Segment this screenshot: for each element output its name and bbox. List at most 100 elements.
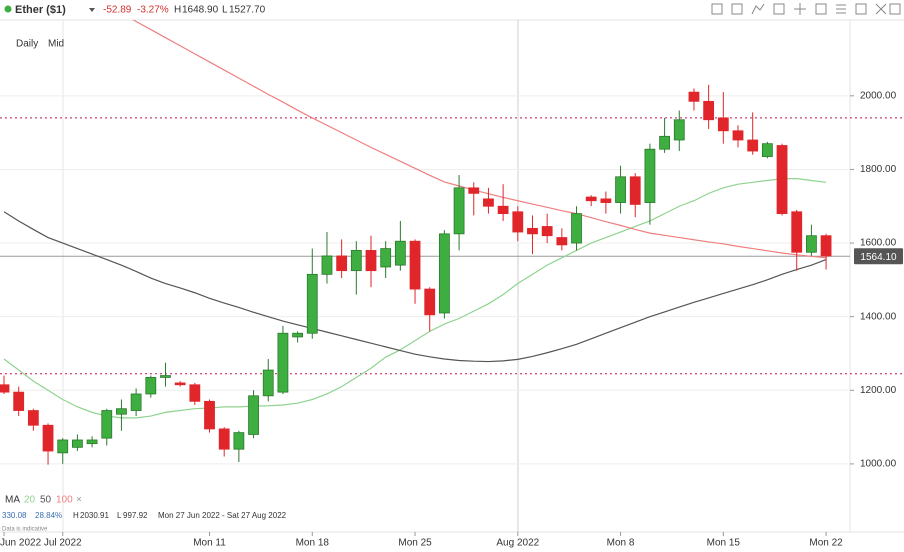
icon[interactable] [815,3,827,15]
candle-body [527,227,538,235]
candle-body [13,391,25,411]
ma-close[interactable]: × [76,495,82,506]
low-label: L [222,5,228,16]
candle-body [717,117,729,132]
candle-body [101,410,113,439]
icon[interactable] [889,3,901,15]
y-tick-label: 1600.00 [860,238,897,249]
candle-body [218,428,230,450]
candle-body [42,424,54,452]
candle-body [468,187,480,194]
x-tick-label: Mon 11 [193,538,226,549]
candle-body [174,382,186,386]
candle-body [438,233,450,314]
candle-body [483,198,494,207]
candle-body [791,211,803,253]
icon[interactable] [855,3,867,15]
candle-body [145,377,157,395]
legend-entry: 100 [56,495,73,506]
candle-body [86,439,98,445]
candle-body [262,369,274,397]
y-tick-label: 2000.00 [860,90,897,101]
legend-entry: 50 [40,495,52,506]
x-tick-label: Mon 18 [296,538,330,549]
icon[interactable] [731,3,743,15]
candle-body [512,211,524,233]
high-label: H [174,5,181,16]
candle-body [776,145,788,215]
candle-body [585,196,597,202]
candle-body [806,235,817,253]
candle-body [820,235,832,257]
candle-body [541,226,553,237]
last-price-box [854,248,903,265]
icon[interactable] [711,3,723,15]
candle-body [57,439,69,454]
instrument-name[interactable]: Ether ($1) [15,4,66,16]
candle-body [659,135,670,150]
candle-body [424,288,436,316]
candle-body [27,410,39,426]
candle-body [130,393,142,411]
candle-body [571,213,582,244]
range-change-pct: 28.84% [35,511,62,520]
candle-body [248,395,259,435]
candle-body [497,205,509,215]
range-change: 330.08 [2,511,27,520]
range-high: 2030.91 [80,511,109,520]
candle-body [453,187,465,235]
candle-body [761,143,773,157]
y-tick-label: 1800.00 [860,164,897,175]
disclaimer: Data is indicative [2,527,48,533]
candle-body [365,250,377,272]
x-tick-label: Mon 15 [707,538,741,549]
ma-label: MA [5,495,20,506]
moving-average [3,178,827,419]
toolbar-icons [711,3,901,15]
candle-body [350,250,362,272]
candle-body [629,176,641,205]
candle-body [160,375,171,378]
candle-body [732,130,744,141]
y-tick-label: 1200.00 [860,385,897,396]
x-tick-label: Jul 2022 [44,538,82,549]
change-pct: -3.27% [137,5,169,16]
range-dates: Mon 27 Jun 2022 - Sat 27 Aug 2022 [158,511,287,520]
candle-body [394,240,406,266]
candle-body [703,100,715,121]
icon[interactable] [751,3,765,15]
x-tick-label: Mon 22 [809,538,843,549]
candle-body [380,248,392,268]
candle-body [116,408,127,415]
x-tick-label: Aug 2022 [496,538,539,549]
candle-body [600,198,612,203]
change: -52.89 [103,5,132,16]
interval[interactable]: Daily [16,39,38,50]
icon[interactable] [836,4,846,14]
candle-body [277,332,289,393]
icon[interactable] [794,3,806,15]
moving-average [3,211,827,363]
x-tick-label: Mon 8 [607,538,635,549]
candle-body [409,240,421,290]
y-tick-label: 1400.00 [860,311,897,322]
candle-body [644,148,656,203]
dropdown-arrow[interactable] [89,8,95,12]
candle-body [673,119,685,141]
range-low-label: L [117,511,122,520]
candle-body [72,439,83,448]
candle-body [747,139,759,152]
legend-entry: 20 [24,495,36,506]
candle-body [204,400,215,430]
candle-body [615,176,626,203]
candle-body [688,91,700,102]
last-price-label: 1564.10 [860,252,897,263]
moving-average [132,20,827,259]
candle-body [233,432,245,450]
range-low: 997.92 [123,511,148,520]
icon[interactable] [773,3,785,15]
icon[interactable] [875,3,887,15]
y-tick-label: 1000.00 [860,459,897,470]
price-type[interactable]: Mid [48,39,64,50]
